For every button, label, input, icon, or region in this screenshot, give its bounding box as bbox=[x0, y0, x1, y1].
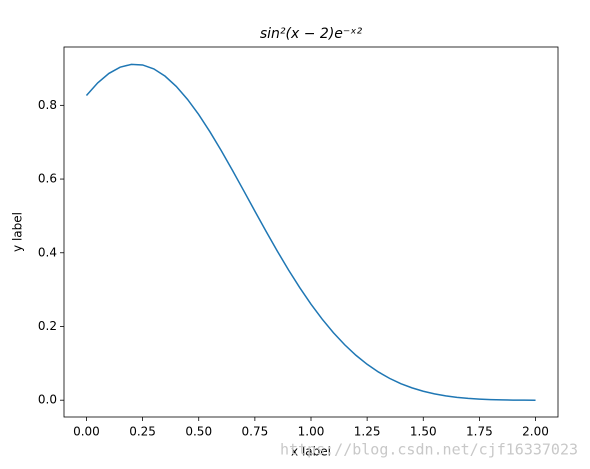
x-axis-label: x label bbox=[291, 445, 331, 459]
y-tick-label: 0.6 bbox=[38, 172, 57, 186]
x-tick-label: 1.75 bbox=[466, 425, 493, 439]
y-tick-label: 0.4 bbox=[38, 245, 57, 259]
y-tick-label: 0.8 bbox=[38, 98, 57, 112]
chart-title: sin²(x − 2)e⁻ˣ² bbox=[260, 26, 363, 42]
x-tick-label: 0.25 bbox=[129, 425, 156, 439]
y-axis-label: y label bbox=[11, 212, 25, 252]
x-tick-label: 0.50 bbox=[185, 425, 212, 439]
y-tick-label: 0.0 bbox=[38, 393, 57, 407]
x-tick-label: 1.50 bbox=[410, 425, 437, 439]
x-tick-label: 1.25 bbox=[354, 425, 381, 439]
watermark: https://blog.csdn.net/cjf16337023 bbox=[280, 441, 578, 459]
x-tick-label: 2.00 bbox=[522, 425, 549, 439]
x-tick-label: 0.75 bbox=[242, 425, 269, 439]
x-tick-label: 0.00 bbox=[73, 425, 100, 439]
line-series bbox=[85, 63, 536, 401]
plot-frame bbox=[63, 46, 559, 418]
y-tick-label: 0.2 bbox=[38, 319, 57, 333]
x-tick-label: 1.00 bbox=[298, 425, 325, 439]
